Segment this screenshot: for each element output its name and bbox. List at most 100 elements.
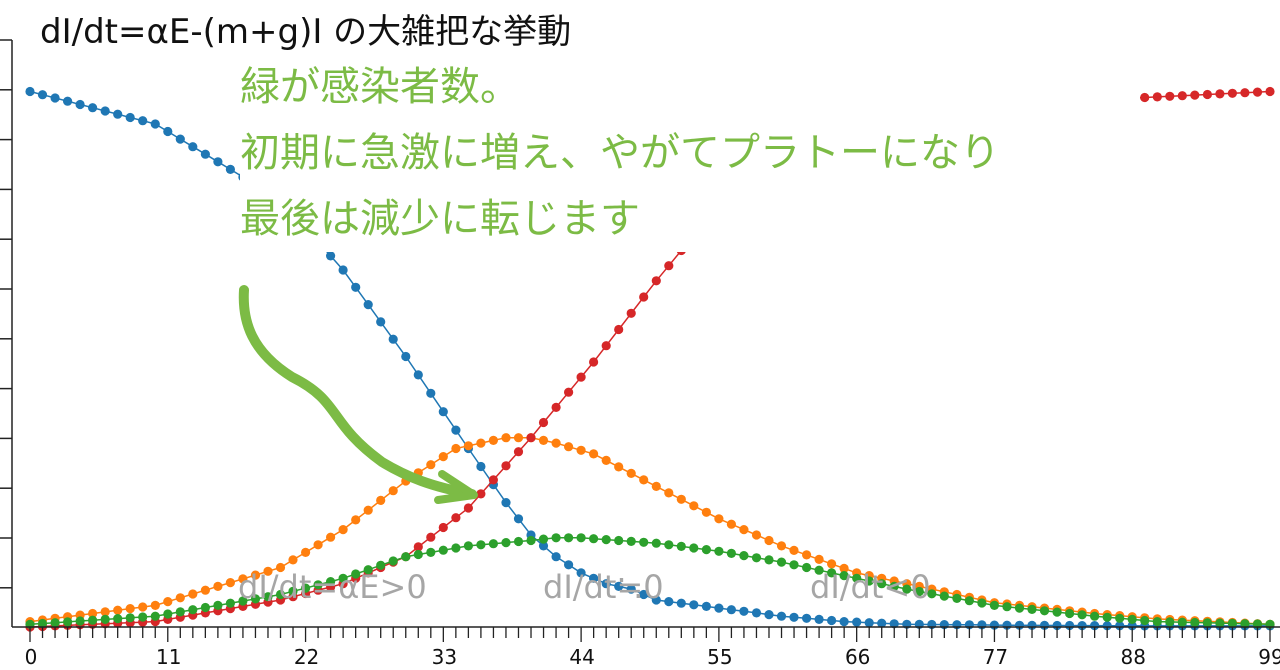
data-point [1115, 613, 1125, 623]
data-point [902, 584, 912, 594]
data-point [363, 565, 373, 575]
data-point [564, 442, 574, 452]
data-point [714, 514, 724, 524]
data-point [100, 607, 110, 617]
data-point [714, 603, 724, 613]
data-point [263, 592, 273, 602]
data-point [1265, 86, 1275, 97]
data-point [526, 535, 536, 546]
data-point [238, 596, 248, 606]
data-point [639, 475, 649, 485]
x-tick-label: 0 [25, 645, 38, 669]
data-point [351, 282, 361, 292]
data-point [426, 460, 436, 470]
data-point [676, 541, 686, 552]
data-point [125, 112, 135, 123]
data-point [250, 570, 261, 580]
data-point [639, 589, 649, 600]
data-point [939, 591, 949, 601]
data-point [413, 542, 423, 552]
data-point [25, 86, 35, 97]
data-point [213, 600, 223, 611]
data-point [1065, 608, 1075, 619]
data-point [451, 443, 461, 454]
data-point [626, 468, 636, 478]
series-3 [25, 533, 1275, 629]
series-line-0 [29, 90, 1270, 627]
data-point [363, 505, 373, 515]
data-point [601, 579, 611, 589]
data-point [426, 547, 436, 558]
data-point [664, 488, 674, 498]
data-point [1227, 618, 1237, 629]
data-point [776, 541, 787, 551]
data-point [1115, 621, 1125, 631]
data-point [1027, 604, 1037, 615]
data-point [764, 535, 774, 546]
data-point [952, 593, 962, 604]
data-point [88, 103, 98, 113]
data-point [426, 532, 436, 542]
data-point [313, 540, 323, 550]
data-point [726, 605, 737, 615]
data-point [989, 600, 1000, 611]
data-point [213, 581, 223, 592]
phase-label-plateau: dI/dt≒0 [543, 568, 664, 606]
data-point [814, 614, 824, 625]
data-point [1190, 90, 1200, 100]
data-point [438, 452, 448, 462]
data-point [1215, 618, 1225, 628]
data-point [701, 545, 712, 555]
data-point [388, 486, 398, 496]
data-point [689, 600, 699, 610]
data-point [701, 507, 712, 517]
data-point [852, 573, 862, 583]
data-point [1240, 88, 1250, 98]
data-point [1165, 617, 1175, 627]
data-point [751, 608, 762, 618]
data-point [764, 555, 774, 565]
chart-axes: 0 11 22 33 44 55 66 77 88 99 [0, 39, 1280, 669]
x-tick-label: 44 [569, 645, 594, 669]
data-point [538, 435, 549, 445]
data-point [739, 551, 749, 561]
data-point [150, 119, 160, 129]
data-point [601, 341, 611, 351]
data-point [438, 407, 448, 417]
data-point [802, 562, 812, 573]
data-point [188, 589, 198, 599]
data-point [213, 157, 223, 167]
data-point [714, 546, 724, 556]
data-point [1127, 621, 1137, 631]
data-point [113, 109, 123, 119]
x-tick-label: 77 [983, 645, 1008, 669]
phase-label-decline: dI/dt<0 [810, 568, 931, 606]
data-point [639, 292, 649, 302]
annotation-line-3: 最後は減少に転じます [240, 196, 640, 242]
data-point [326, 577, 336, 587]
data-point [150, 600, 160, 611]
data-point [827, 615, 837, 626]
data-point [1140, 615, 1150, 626]
data-point [852, 617, 862, 627]
data-point [37, 618, 48, 629]
data-point [113, 605, 123, 615]
data-point [175, 134, 185, 144]
data-point [739, 606, 749, 616]
data-point [438, 545, 448, 555]
data-point [1215, 89, 1225, 99]
data-point [376, 495, 386, 505]
data-point [639, 537, 649, 547]
data-point [476, 438, 486, 448]
data-point [538, 417, 549, 428]
data-point [827, 559, 837, 569]
data-point [864, 576, 874, 586]
data-point [614, 581, 624, 592]
data-point [513, 433, 524, 443]
data-point [551, 402, 561, 412]
data-point [138, 602, 148, 612]
data-point [626, 536, 636, 547]
data-point [1165, 91, 1175, 101]
data-point [626, 308, 636, 318]
data-point [676, 598, 686, 608]
